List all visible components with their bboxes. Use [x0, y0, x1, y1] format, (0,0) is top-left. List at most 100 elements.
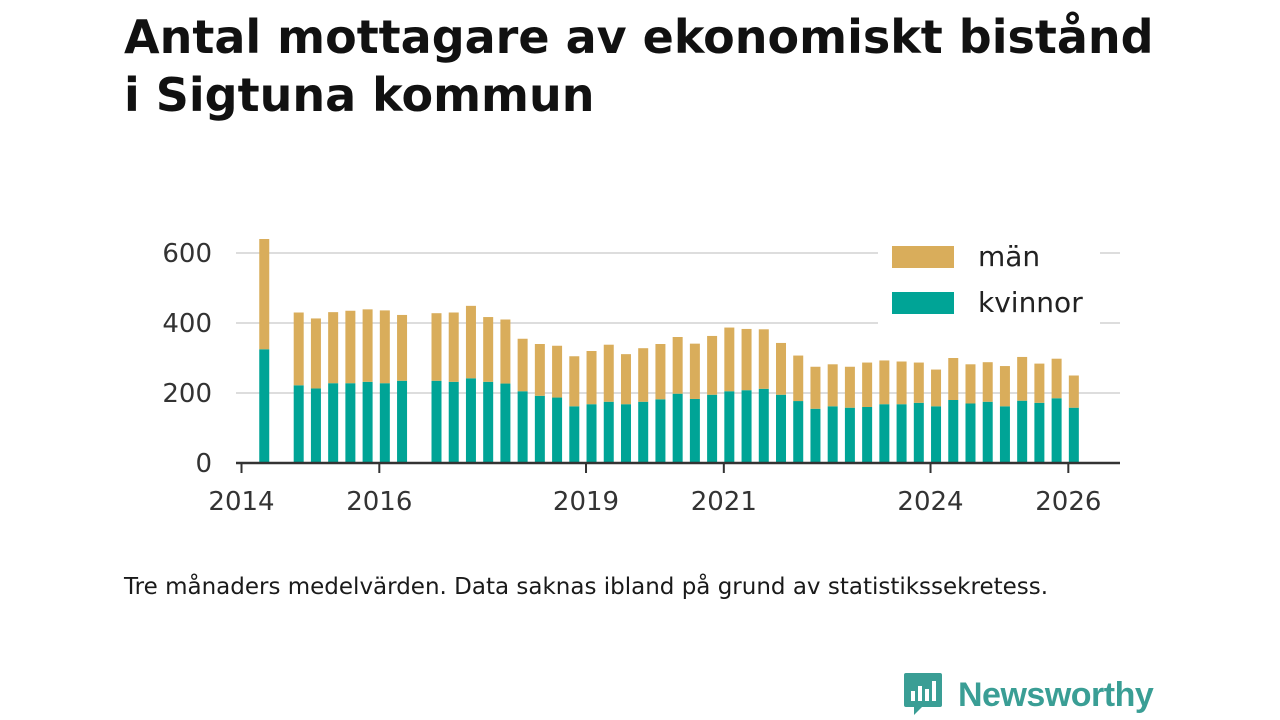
bar-man [758, 329, 769, 389]
bar-kvinnor [483, 381, 494, 463]
bar-man [397, 314, 408, 381]
bar-kvinnor [448, 381, 459, 463]
bar-man [620, 354, 631, 405]
bar-kvinnor [569, 406, 580, 463]
legend-swatch-women [892, 292, 954, 314]
bar-man [844, 366, 855, 408]
bar-kvinnor [586, 404, 597, 463]
bar-man [793, 355, 804, 402]
bar-kvinnor [707, 394, 718, 463]
bar-man [362, 309, 373, 382]
bar-kvinnor [431, 380, 442, 463]
x-tick-label: 2014 [208, 487, 274, 517]
bar-kvinnor [1051, 398, 1062, 463]
bar-kvinnor [931, 406, 942, 463]
bar-man [259, 239, 270, 350]
bar-kvinnor [603, 401, 614, 463]
y-tick-label: 200 [162, 379, 212, 409]
bar-man [948, 358, 959, 400]
legend-swatch-men [892, 246, 954, 268]
x-tick-label: 2026 [1035, 487, 1101, 517]
bar-man [552, 345, 563, 398]
bar-man [999, 366, 1010, 407]
bar-kvinnor [844, 407, 855, 463]
bar-man [896, 361, 907, 405]
legend-label-women: kvinnor [978, 286, 1083, 319]
bar-man [827, 364, 838, 407]
bar-kvinnor [465, 378, 476, 463]
bar-kvinnor [1017, 400, 1028, 463]
bar-man [672, 337, 683, 394]
bar-kvinnor [379, 383, 390, 463]
y-tick-label: 0 [195, 449, 212, 479]
bar-man [862, 362, 873, 407]
bar-man [707, 335, 718, 395]
bar-kvinnor [500, 383, 511, 463]
bar-man [879, 360, 890, 405]
bar-kvinnor [810, 408, 821, 463]
bar-kvinnor [672, 393, 683, 463]
bar-kvinnor [999, 406, 1010, 463]
bar-man [379, 310, 390, 384]
bar-man [465, 305, 476, 379]
bar-man [965, 364, 976, 404]
bar-man [603, 344, 614, 402]
bar-kvinnor [362, 381, 373, 463]
bar-man [328, 312, 339, 384]
bar-kvinnor [1034, 402, 1045, 463]
bars [259, 239, 1079, 463]
bar-man [1034, 363, 1045, 403]
bar-man [1068, 375, 1079, 408]
x-tick-label: 2021 [691, 487, 757, 517]
legend-label-men: män [978, 240, 1040, 273]
stacked-bar-chart: 0 200 400 600 2014 2016 2019 2021 2024 2026 män kv… [162, 236, 1120, 517]
bar-man [310, 318, 321, 389]
bar-man [431, 313, 442, 381]
x-tick-label: 2024 [897, 487, 963, 517]
bar-kvinnor [965, 403, 976, 463]
bar-man [500, 319, 511, 384]
bar-kvinnor [345, 383, 356, 463]
bar-kvinnor [397, 380, 408, 463]
bar-kvinnor [862, 407, 873, 463]
chart-caption: Tre månaders medelvärden. Data saknas ib… [124, 574, 1049, 600]
bar-man [776, 342, 787, 395]
bar-man [982, 362, 993, 402]
bar-kvinnor [328, 383, 339, 463]
brand-logo[interactable]: Newsworthy [902, 670, 1154, 720]
newsworthy-icon [904, 673, 942, 715]
bar-kvinnor [741, 390, 752, 463]
bar-man [689, 343, 700, 399]
legend: män kvinnor [878, 236, 1100, 324]
bar-kvinnor [655, 399, 666, 463]
bar-man [913, 362, 924, 403]
bar-kvinnor [913, 402, 924, 463]
bar-kvinnor [293, 385, 304, 463]
bar-man [655, 344, 666, 400]
bar-kvinnor [896, 404, 907, 463]
bar-kvinnor [552, 397, 563, 463]
bar-kvinnor [689, 398, 700, 463]
bar-man [931, 369, 942, 407]
bar-man [586, 351, 597, 405]
bar-man [345, 310, 356, 384]
bar-kvinnor [517, 391, 528, 463]
bar-man [724, 327, 735, 392]
bar-kvinnor [534, 395, 545, 463]
x-tick-label: 2019 [553, 487, 619, 517]
bar-man [569, 356, 580, 407]
bar-kvinnor [1068, 407, 1079, 463]
bar-kvinnor [310, 388, 321, 463]
bar-kvinnor [620, 404, 631, 463]
bar-kvinnor [776, 394, 787, 463]
brand-name: Newsworthy [958, 675, 1154, 714]
bar-man [741, 328, 752, 391]
bar-man [448, 312, 459, 382]
bar-man [1051, 358, 1062, 399]
bar-kvinnor [948, 400, 959, 463]
bar-man [293, 312, 304, 386]
bar-man [1017, 356, 1028, 401]
bar-man [517, 338, 528, 392]
bar-kvinnor [259, 349, 270, 463]
bar-man [534, 344, 545, 396]
